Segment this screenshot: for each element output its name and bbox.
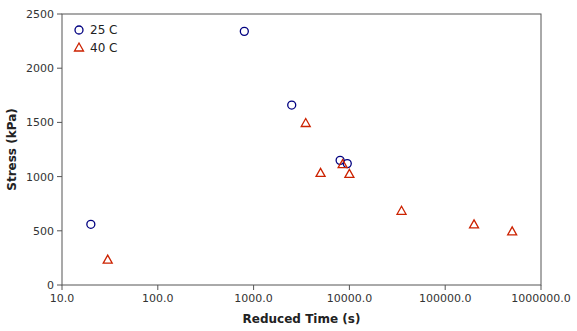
y-tick-label: 1000 <box>26 171 54 184</box>
point <box>87 220 95 228</box>
legend-marker <box>75 26 83 34</box>
x-tick-label: 1000000.0 <box>511 292 571 305</box>
legend-label: 40 C <box>90 41 117 55</box>
point <box>288 101 296 109</box>
x-tick <box>157 285 158 290</box>
point <box>240 27 248 35</box>
x-tick <box>349 285 350 290</box>
legend: 25 C 40 C <box>75 23 118 55</box>
legend-marker <box>75 43 84 51</box>
x-tick <box>541 285 542 290</box>
point <box>508 227 517 235</box>
legend-label: 25 C <box>90 23 117 37</box>
y-tick <box>57 122 62 123</box>
x-tick <box>253 285 254 290</box>
point <box>338 160 347 168</box>
x-tick-label: 100000.0 <box>419 292 472 305</box>
y-tick-label: 1500 <box>26 116 54 129</box>
x-tick-label: 100.0 <box>142 292 174 305</box>
axes: 10.0 100.0 1000.0 10000.0 100000.0 1000000.0 0… <box>26 8 571 305</box>
y-tick-label: 0 <box>47 279 54 292</box>
point <box>470 220 479 228</box>
x-tick-label: 10000.0 <box>327 292 373 305</box>
y-tick <box>57 68 62 69</box>
y-tick <box>57 285 62 286</box>
x-tick-label: 1000.0 <box>234 292 273 305</box>
point <box>103 255 112 263</box>
chart: 10.0 100.0 1000.0 10000.0 100000.0 1000000.0 0… <box>0 0 577 331</box>
plot-area <box>62 14 541 285</box>
data-points <box>87 27 517 263</box>
x-tick-label: 10.0 <box>50 292 75 305</box>
x-tick <box>62 285 63 290</box>
y-tick <box>57 230 62 231</box>
y-tick-label: 2000 <box>26 62 54 75</box>
y-axis-label: Stress (kPa) <box>5 108 19 190</box>
point <box>301 118 310 126</box>
y-tick-label: 2500 <box>26 8 54 21</box>
y-tick <box>57 176 62 177</box>
point <box>345 169 354 177</box>
point <box>397 206 406 214</box>
x-axis-label: Reduced Time (s) <box>243 312 361 326</box>
point <box>316 168 325 176</box>
x-tick <box>445 285 446 290</box>
plot-frame <box>62 14 541 285</box>
series <box>87 27 351 228</box>
series <box>103 118 516 263</box>
y-tick-label: 500 <box>33 225 54 238</box>
y-tick <box>57 14 62 15</box>
